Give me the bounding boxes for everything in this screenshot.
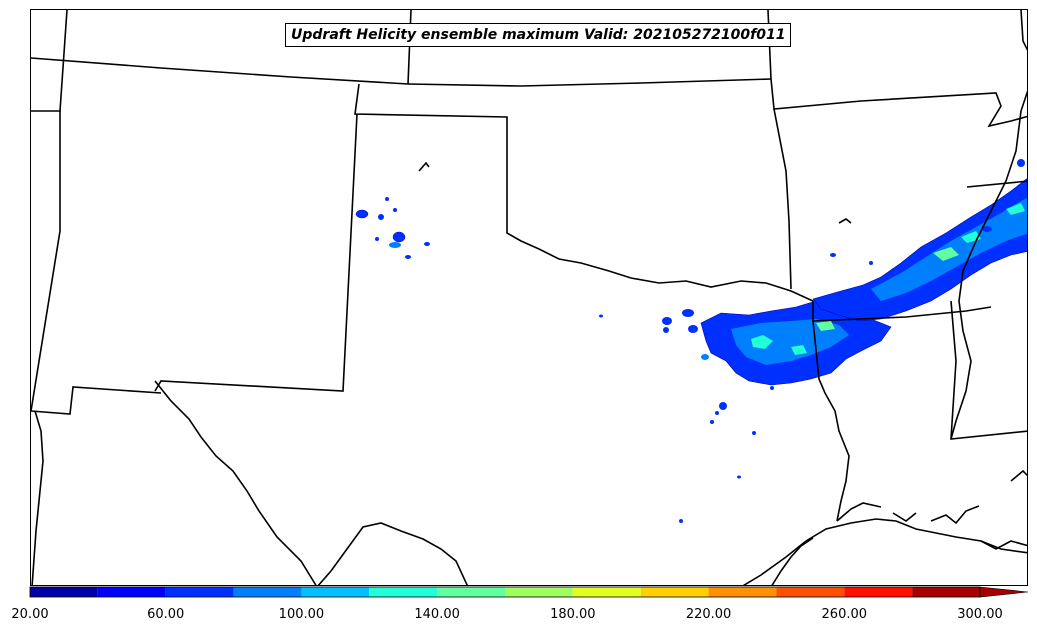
helicity-cell [710,420,714,424]
boundary-line [154,113,358,392]
boundary-line [354,83,850,522]
boundary-line [966,180,1027,188]
helicity-cell [688,325,698,333]
helicity-cell [770,386,774,390]
boundary-line [407,10,412,85]
colorbar-tick-label: 140.00 [414,607,460,622]
colorbar-segment [844,587,913,597]
helicity-cell [392,231,406,243]
coastline [838,218,852,224]
boundary-line [31,111,61,412]
helicity-cell [737,475,741,479]
helicity-cell [869,261,873,265]
boundary-line [317,522,468,585]
helicity-cell [393,208,397,212]
colorbar-segment [369,587,438,597]
helicity-cell [355,209,369,219]
boundary-line [950,90,1027,440]
colorbar-segments [30,587,980,597]
colorbar-segment [97,587,166,597]
boundary-line [154,380,317,585]
helicity-swath-south-inner-3 [791,345,807,355]
colorbar-segment [301,587,370,597]
map-frame: Updraft Helicity ensemble maximum Valid:… [30,9,1028,586]
helicity-cell [662,317,672,325]
map-title: Updraft Helicity ensemble maximum Valid:… [285,23,792,47]
colorbar-segment [505,587,573,597]
coastline [771,537,814,585]
colorbar-extend-arrow [979,586,1029,598]
boundary-line [31,386,162,415]
colorbar-segment [640,587,709,597]
colorbar-tick-label: 60.00 [147,607,185,622]
helicity-cell [599,314,603,318]
updraft-helicity-field [355,159,1027,523]
boundary-line [407,78,772,87]
coastline [930,505,980,525]
helicity-swath-northeast-inner-3 [1006,203,1025,215]
coastline [1010,469,1027,482]
helicity-swath-south-inner-2 [816,321,835,331]
helicity-cell [715,411,719,415]
colorbar-outline [29,586,981,598]
coastline [836,502,882,522]
helicity-cell [1017,159,1025,167]
helicity-cell [679,519,683,523]
helicity-cell [378,214,384,220]
helicity-cell [830,253,836,257]
helicity-cell [752,431,756,435]
helicity-cell [663,327,669,333]
helicity-swath-south-inner [751,335,773,349]
colorbar-tick-label: 260.00 [821,607,868,622]
colorbar-segment [776,587,845,597]
colorbar-tick-label: 220.00 [685,607,732,622]
colorbar-segment [30,587,98,597]
map-canvas [31,10,1027,585]
colorbar-segment [233,587,302,597]
helicity-cell [424,242,430,246]
political-boundaries [31,10,1027,585]
colorbar [29,586,1029,598]
helicity-cell [389,242,401,248]
colorbar-segment [572,587,641,597]
boundary-line [767,10,1027,128]
colorbar-tick-label: 100.00 [278,607,325,622]
boundary-line [773,108,792,290]
boundary-line [31,410,44,585]
helicity-cell [701,354,709,360]
boundary-line [812,306,992,322]
colorbar-segment [912,587,980,597]
helicity-swath-south-core [731,319,849,365]
helicity-cell [405,255,411,259]
colorbar-tick-label: 20.00 [11,607,49,622]
coastline [742,518,1027,585]
helicity-cell [719,402,727,410]
colorbar-segment [708,587,777,597]
colorbar-segment [437,587,505,597]
boundary-line [31,57,409,85]
coastline [418,161,430,172]
coastline [980,540,1027,550]
helicity-cell [385,197,389,201]
helicity-cell [375,237,379,241]
boundary-line [950,300,1027,440]
helicity-cell [682,309,694,317]
helicity-swath-northeast-inner [933,247,959,261]
colorbar-tick-label: 180.00 [550,607,596,622]
boundary-line [1020,10,1027,51]
colorbar-segment [165,587,234,597]
colorbar-tick-label: 300.00 [957,607,1003,622]
helicity-cell [982,226,992,232]
coastline [892,512,917,522]
helicity-swath-northeast [812,178,1027,322]
